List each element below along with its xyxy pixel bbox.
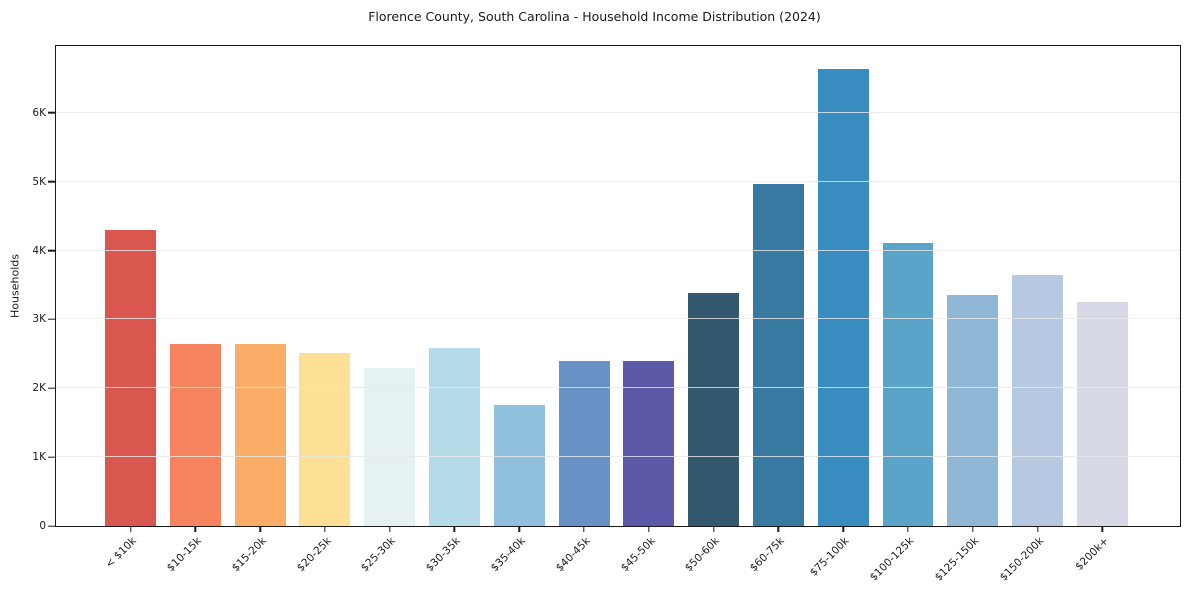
x-tick-label: $75-100k xyxy=(807,535,852,579)
x-tick-mark xyxy=(583,526,585,532)
x-tick-label: $15-20k xyxy=(229,535,269,575)
x-tick-mark xyxy=(842,526,844,532)
x-tick-mark xyxy=(453,526,456,532)
y-tick-label: 5K xyxy=(32,175,46,188)
y-tick-label: 0 xyxy=(39,520,46,532)
gridline xyxy=(56,249,1180,251)
x-tick-label: $10-15k xyxy=(164,535,204,575)
y-axis-label: Households xyxy=(8,254,22,318)
bar-3 xyxy=(234,344,286,526)
bar-6 xyxy=(429,348,480,526)
x-tick-label: $50-60k xyxy=(683,535,723,575)
y-tick-label: 3K xyxy=(32,313,46,326)
x-tick-label: < $10k xyxy=(103,535,140,571)
x-tick-mark xyxy=(1036,526,1039,532)
x-tick-label: $40-45k xyxy=(553,535,593,575)
x-tick-mark xyxy=(194,526,197,532)
bar-14 xyxy=(947,295,999,526)
x-tick-mark xyxy=(777,526,780,532)
x-tick-mark xyxy=(324,526,326,532)
y-tick-label: 4K xyxy=(32,244,46,257)
bar-13 xyxy=(882,242,934,526)
x-tick-mark xyxy=(907,526,909,532)
x-tick-label: $25-30k xyxy=(359,535,399,575)
plot-area: < $10k $10-15k $15-20k $20-25k $25-30k $30-35… xyxy=(32,45,1181,584)
x-tick-mark xyxy=(1101,526,1104,532)
x-tick-mark xyxy=(129,526,132,532)
x-tick-label: $20-25k xyxy=(294,535,334,575)
x-tick-mark xyxy=(648,526,650,532)
bar-1 xyxy=(105,229,156,526)
y-tick-mark xyxy=(48,249,55,252)
y-tick-mark xyxy=(48,525,55,527)
x-tick-label: $125-150k xyxy=(932,535,982,584)
x-tick-label: $200k+ xyxy=(1072,535,1111,573)
y-tick-label: 1K xyxy=(32,451,46,464)
bar-4 xyxy=(299,353,351,526)
x-tick-mark xyxy=(259,526,261,532)
x-tick-label: $35-40k xyxy=(488,535,528,575)
x-tick-mark xyxy=(389,526,391,532)
bar-10 xyxy=(688,292,740,526)
y-tick-mark xyxy=(48,456,55,458)
y-tick-mark xyxy=(48,318,55,321)
y-tick-mark xyxy=(48,387,55,389)
x-tick-mark xyxy=(972,526,974,532)
bar-2 xyxy=(169,344,221,526)
x-tick-mark xyxy=(712,526,715,532)
bar-5 xyxy=(364,367,416,526)
x-tick-label: $45-50k xyxy=(618,535,658,575)
x-tick-label: $60-75k xyxy=(747,535,787,575)
bar-7 xyxy=(493,404,545,526)
x-tick-mark xyxy=(518,526,520,532)
gridline xyxy=(56,180,1180,182)
y-tick-label: 2K xyxy=(32,382,46,395)
bar-9 xyxy=(623,360,675,526)
x-tick-label: $30-35k xyxy=(423,535,463,575)
x-tick-label: $100-125k xyxy=(867,535,917,584)
bar-8 xyxy=(558,360,610,526)
bar-15 xyxy=(1012,275,1064,526)
x-tick-label: $150-200k xyxy=(997,535,1047,584)
y-tick-label: 6K xyxy=(32,106,46,119)
bar-11 xyxy=(752,184,804,526)
bar-12 xyxy=(817,69,869,526)
y-tick-mark xyxy=(48,180,55,183)
y-tick-mark xyxy=(48,112,55,114)
bar-16 xyxy=(1076,302,1128,526)
gridline xyxy=(56,111,1180,113)
chart-title: Florence County, South Carolina - Househ… xyxy=(368,9,821,24)
